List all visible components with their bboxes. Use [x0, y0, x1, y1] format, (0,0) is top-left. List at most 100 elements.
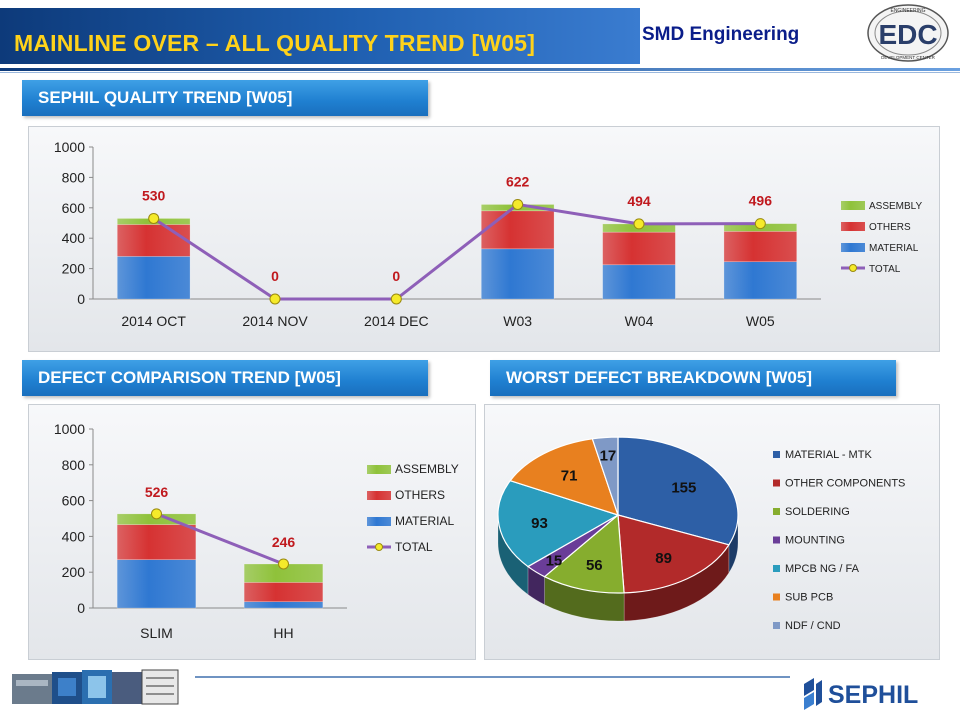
- c1-legend-swatch-assembly: [841, 201, 865, 210]
- pie-value-label: 71: [561, 467, 578, 484]
- logo-top-text: ENGINEERING: [890, 8, 925, 14]
- c2-y-tick-label: 200: [62, 564, 86, 580]
- c1-total-point: [512, 198, 524, 210]
- c2-legend-label: MATERIAL: [395, 514, 454, 528]
- c1-bar-material: [117, 256, 191, 300]
- c1-x-tick-label: 2014 OCT: [121, 313, 186, 329]
- c1-bar-others: [602, 231, 676, 266]
- c1-total-point: [390, 293, 402, 305]
- logo-letters: EDC: [878, 19, 937, 50]
- c1-data-label: 494: [627, 193, 651, 209]
- c2-legend-swatch-others: [367, 491, 391, 500]
- c2-x-tick-label: HH: [273, 625, 293, 641]
- c2-data-label: 246: [272, 534, 296, 550]
- c2-y-tick-label: 1000: [54, 421, 85, 437]
- c1-legend-label: OTHERS: [869, 222, 911, 233]
- c2-x-tick-label: SLIM: [140, 625, 173, 641]
- page-subtitle: SMD Engineering: [642, 24, 800, 45]
- pie-slice-0: [617, 436, 739, 546]
- section-title-quality-trend: SEPHIL QUALITY TREND [W05]: [22, 80, 428, 116]
- worst-defect-pie-chart: 155 89 56 15 93 71 17 MATERIAL - MTK OTHER COMPO…: [497, 436, 905, 632]
- c1-data-label: 622: [506, 173, 530, 189]
- pie-legend-label: MOUNTING: [785, 535, 845, 547]
- c2-y-tick-label: 600: [62, 493, 86, 509]
- c1-data-label: 0: [392, 268, 400, 284]
- pie-legend-swatch: [773, 451, 780, 458]
- c1-y-tick-label: 1000: [54, 139, 85, 155]
- edc-logo: ENGINEERING EDC DEVELOPMENT CENTER: [858, 0, 960, 66]
- defect-comparison-chart: 0 200 400 600 800 1000 SLIM HH 526 246 ASSEMBLY OTH…: [54, 421, 459, 641]
- pie-legend-swatch: [773, 479, 780, 487]
- c1-legend-marker-total: [849, 264, 857, 272]
- c1-x-tick-label: 2014 NOV: [242, 313, 308, 329]
- quality-trend-chart: 0 200 400 600 800 1000 2014 OCT 2014 NOV 2014 DE…: [54, 139, 923, 329]
- c2-legend-swatch-assembly: [367, 465, 391, 474]
- header: MAINLINE OVER – ALL QUALITY TREND [W05] …: [0, 0, 960, 68]
- c1-bar-others: [117, 224, 191, 257]
- c1-y-tick-label: 200: [62, 261, 86, 277]
- pie-slice-2: [543, 513, 625, 594]
- pie-value-label: 93: [531, 515, 548, 532]
- c2-y-tick-label: 0: [77, 600, 85, 616]
- pie-value-label: 15: [546, 552, 563, 569]
- c1-total-point: [754, 218, 766, 230]
- pie-legend-label: NDF / CND: [785, 620, 841, 632]
- c1-total-point: [148, 212, 160, 224]
- title-bar: MAINLINE OVER – ALL QUALITY TREND [W05]: [0, 8, 640, 64]
- c1-data-label: 0: [271, 268, 279, 284]
- c1-y-tick-label: 0: [77, 291, 85, 307]
- c1-total-line: [152, 202, 761, 301]
- pie-slice-5: [509, 438, 619, 516]
- c1-legend-label: ASSEMBLY: [869, 201, 922, 212]
- footer-collage-image: [12, 668, 182, 708]
- pie-legend-swatch: [773, 622, 780, 629]
- c1-bar-material: [723, 261, 797, 300]
- defect-comparison-panel: 0 200 400 600 800 1000 SLIM HH 526 246 ASSEMBLY OTH…: [28, 404, 476, 660]
- pie-legend-label: SOLDERING: [785, 506, 850, 518]
- c1-x-tick-label: W04: [625, 313, 654, 329]
- c1-legend-label: MATERIAL: [869, 243, 919, 254]
- c2-legend-swatch-material: [367, 517, 391, 526]
- logo-bottom-text: DEVELOPMENT CENTER: [881, 55, 935, 60]
- pie-legend-label: OTHER COMPONENTS: [785, 478, 905, 490]
- pie-value-label: 17: [600, 448, 617, 465]
- worst-defect-panel: 155 89 56 15 93 71 17 MATERIAL - MTK OTHER COMPO…: [484, 404, 940, 660]
- c2-bar-others: [116, 524, 197, 560]
- c2-bar-material: [243, 601, 324, 609]
- pie-legend-swatch: [773, 565, 780, 572]
- pie-legend-label: MPCB NG / FA: [785, 563, 860, 575]
- c1-x-tick-label: 2014 DEC: [364, 313, 429, 329]
- c1-x-tick-label: W05: [746, 313, 775, 329]
- c2-total-line: [155, 512, 285, 566]
- c1-total-point: [633, 218, 645, 230]
- pie-slice-1: [617, 514, 730, 594]
- c2-legend-label: ASSEMBLY: [395, 462, 459, 476]
- footer-divider: [195, 676, 790, 678]
- pie-legend-label: SUB PCB: [785, 592, 833, 604]
- pie-legend-label: MATERIAL - MTK: [785, 449, 872, 461]
- footer-brand-text: SEPHIL: [828, 681, 918, 709]
- c1-bar-others: [481, 210, 555, 250]
- c2-legend-label: TOTAL: [395, 540, 433, 554]
- section-title-worst-defect: WORST DEFECT BREAKDOWN [W05]: [490, 360, 896, 396]
- c1-x-tick-label: W03: [503, 313, 532, 329]
- c1-legend-swatch-others: [841, 222, 865, 231]
- pie-value-label: 89: [655, 550, 672, 567]
- pie-legend-swatch: [773, 593, 780, 601]
- c2-y-tick-label: 800: [62, 457, 86, 473]
- sephil-logo: SEPHIL: [800, 674, 950, 714]
- c1-bar-material: [481, 248, 555, 300]
- c1-bar-others: [723, 231, 797, 263]
- header-divider-thin: [0, 72, 960, 73]
- c2-y-tick-label: 400: [62, 528, 86, 544]
- header-divider: [0, 68, 960, 71]
- page-title: MAINLINE OVER – ALL QUALITY TREND [W05]: [14, 30, 536, 56]
- c2-legend-marker-total: [375, 543, 383, 551]
- c2-bar-material: [116, 559, 197, 609]
- pie-legend-swatch: [773, 536, 780, 544]
- c2-bar-others: [243, 582, 324, 602]
- quality-trend-panel: 0 200 400 600 800 1000 2014 OCT 2014 NOV 2014 DE…: [28, 126, 940, 352]
- pie-slice-4: [497, 479, 620, 568]
- c2-data-label: 526: [145, 484, 169, 500]
- c1-legend-swatch-material: [841, 243, 865, 252]
